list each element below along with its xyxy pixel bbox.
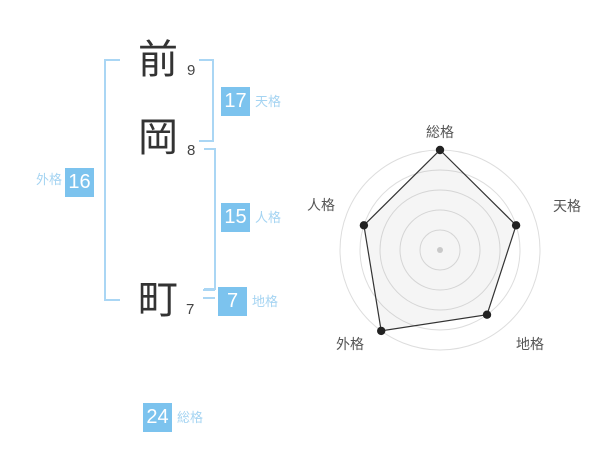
radar-axis-label-jinkaku: 人格 [307, 197, 335, 213]
stroke-count-2: 8 [187, 142, 196, 159]
radar-data-polygon [359, 145, 521, 336]
gaikaku-score-badge: 16 [65, 168, 94, 197]
radar-axis-label-tenkaku: 天格 [553, 198, 581, 214]
kanji-character-2: 岡 [138, 116, 178, 160]
chikaku-score-badge: 7 [218, 287, 247, 316]
kanji-character-3: 町 [138, 278, 178, 322]
gaikaku-bracket [104, 59, 120, 301]
soukaku-score-badge: 24 [143, 403, 172, 432]
radar-axis-label-chikaku: 地格 [516, 336, 544, 352]
chikaku-bracket-dash-top [203, 289, 215, 291]
radar-axis-label-soukaku: 総格 [426, 124, 454, 140]
gaikaku-label: 外格 [36, 172, 63, 187]
radar-vertex-dot [435, 145, 445, 155]
radar-axis-label-gaikaku: 外格 [336, 336, 364, 352]
jinkaku-score-badge: 15 [221, 203, 250, 232]
tenkaku-score-badge: 17 [221, 87, 250, 116]
radar-center-dot [437, 247, 443, 253]
stroke-count-3: 7 [186, 301, 195, 318]
chikaku-bracket-dash-bottom [203, 297, 215, 299]
tenkaku-bracket [199, 59, 214, 142]
radar-vertex-dot [359, 221, 369, 230]
jinkaku-bracket [204, 148, 216, 290]
soukaku-label: 総格 [177, 410, 204, 425]
jinkaku-label: 人格 [255, 210, 282, 225]
radar-vertex-dot [482, 310, 492, 319]
tenkaku-label: 天格 [255, 94, 282, 109]
stroke-count-1: 9 [187, 62, 196, 79]
radar-vertex-dot [511, 221, 521, 230]
radar-chart: 総格 天格 地格 外格 人格 [307, 124, 581, 352]
chikaku-label: 地格 [252, 294, 279, 309]
kanji-character-1: 前 [138, 38, 178, 82]
radar-vertex-dot [377, 326, 386, 336]
